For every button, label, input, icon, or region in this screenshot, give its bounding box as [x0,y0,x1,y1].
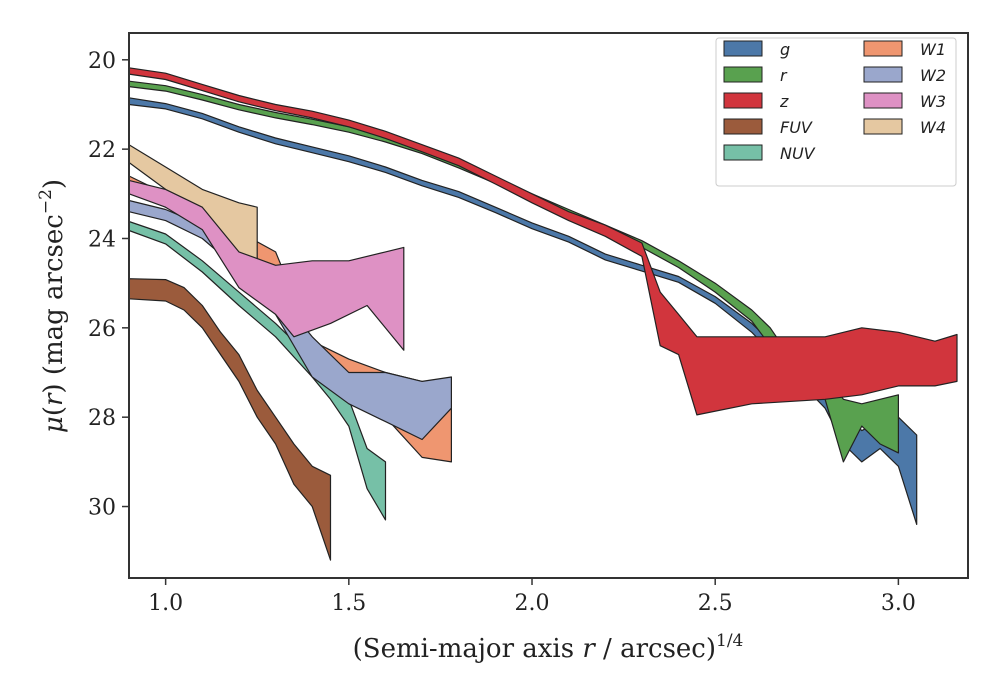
y-tick-label: 26 [88,317,116,342]
y-tick-label: 24 [88,227,116,252]
legend-items: grz FUV NUV W1 W2 W3 W4 [723,40,946,163]
band-nuv [128,220,387,521]
legend-swatch-w2 [863,66,903,83]
x-tick-label: 2.0 [515,591,550,616]
x-axis-title: (Semi-major axis r / arcsec)1/4 [353,631,744,664]
legend-swatch-r [723,66,763,83]
band-z [128,67,958,416]
legend-label-fuv: FUV [780,118,813,137]
y-tick-label: 30 [88,496,116,521]
legend: grz FUV NUV W1 W2 W3 W4 [715,37,957,187]
y-ticks: 20 22 24 26 28 30 [88,49,129,521]
y-axis-title: μ(r) (mag arcsec−2) [36,179,69,433]
band-g [128,97,918,526]
legend-label-z: z [779,92,789,111]
legend-label-nuv: NUV [780,144,816,163]
legend-swatch-w4 [863,118,903,135]
x-tick-label: 1.0 [148,591,183,616]
x-tick-label: 1.5 [331,591,366,616]
legend-label-w4: W4 [920,118,946,137]
x-tick-label: 3.0 [881,591,916,616]
legend-label-g: g [780,40,790,59]
plot-frame [128,32,969,579]
legend-label-w3: W3 [920,92,946,111]
legend-swatch-nuv [723,144,763,161]
legend-swatch-fuv [723,118,763,135]
legend-label-r: r [780,66,788,85]
legend-box [715,37,957,187]
legend-swatch-w3 [863,92,903,109]
band-w3 [128,179,405,351]
legend-swatch-z [723,92,763,109]
legend-swatch-w1 [863,40,903,57]
x-ticks: 1.0 1.5 2.0 2.5 3.0 [148,578,916,616]
y-tick-label: 28 [88,406,116,431]
band-fuv [128,278,332,561]
y-tick-label: 20 [88,49,116,74]
bands-layer [128,67,958,561]
legend-label-w2: W2 [920,66,946,85]
legend-swatch-g [723,40,763,57]
y-tick-label: 22 [88,138,116,163]
x-tick-label: 2.5 [698,591,733,616]
legend-label-w1: W1 [920,40,946,59]
